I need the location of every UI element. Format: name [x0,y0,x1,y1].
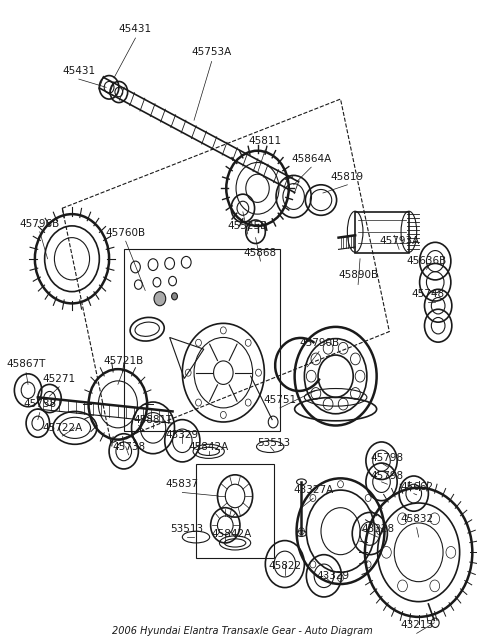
Text: 43328: 43328 [361,524,394,534]
Text: 45525B: 45525B [228,221,268,231]
Text: 45864A: 45864A [291,154,331,164]
Text: 45793A: 45793A [379,236,419,246]
Text: 45798: 45798 [371,471,404,481]
Text: 45636B: 45636B [407,256,446,266]
Text: 45881T: 45881T [133,415,173,424]
Circle shape [154,291,166,306]
Text: 45748: 45748 [412,289,445,299]
Bar [355,212,409,253]
Text: 45753A: 45753A [192,47,232,57]
Text: 45867T: 45867T [6,360,46,369]
Text: 45811: 45811 [249,136,282,146]
Text: 45832: 45832 [400,514,433,525]
Text: 45822: 45822 [268,561,301,571]
Text: 45798: 45798 [371,453,404,464]
Text: 45431: 45431 [119,24,152,33]
Text: 45738: 45738 [23,399,56,410]
Text: 53513: 53513 [258,438,291,448]
Text: 2006 Hyundai Elantra Transaxle Gear - Auto Diagram: 2006 Hyundai Elantra Transaxle Gear - Au… [112,626,373,636]
Text: 45738: 45738 [112,442,145,451]
Text: 45790B: 45790B [299,338,339,349]
Text: 45842A: 45842A [211,528,251,539]
Text: 45721B: 45721B [104,356,144,366]
Text: 43329: 43329 [166,430,199,440]
Text: 43327A: 43327A [293,485,333,495]
Text: 45662: 45662 [400,482,433,492]
Bar [124,249,280,431]
Text: 45751: 45751 [264,395,297,404]
Text: 43329: 43329 [316,571,349,581]
Text: 45890B: 45890B [338,270,378,280]
Text: 45760B: 45760B [106,228,146,238]
Text: 43213: 43213 [400,620,433,630]
Text: 45722A: 45722A [42,423,83,433]
Text: 53513: 53513 [171,524,204,534]
Text: 45431: 45431 [62,66,96,76]
Text: 45819: 45819 [331,171,364,182]
Text: 45842A: 45842A [189,442,229,451]
Bar [196,464,274,558]
Text: 45837: 45837 [166,479,199,489]
Text: 45271: 45271 [43,374,76,383]
Text: 45868: 45868 [244,248,277,258]
Text: 45796B: 45796B [20,218,60,229]
Circle shape [171,293,178,300]
